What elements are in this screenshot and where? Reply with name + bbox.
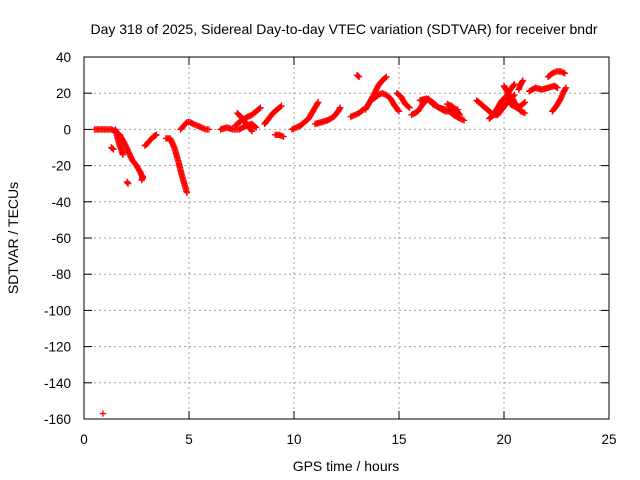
y-tick-label: -80 [51,267,71,282]
series-s23 [444,100,464,119]
data-point-marker [355,73,363,81]
data-point-marker [519,78,526,85]
y-tick-label: -40 [51,195,71,210]
y-tick-label: -100 [44,303,71,318]
data-point-marker [382,74,389,82]
data-point-marker [337,104,344,111]
series-s11 [234,109,256,135]
axis-ticks: -160 -140 -120 -100 -80 -60 -40 -20 0 20 40 0 5 10 15 2… [44,50,617,447]
series-s29 [526,82,561,95]
y-tick-label: -20 [51,159,71,174]
data-point-marker [561,70,569,77]
series-s14 [288,99,322,133]
data-point-marker [460,117,468,124]
y-tick-label: 20 [56,86,71,101]
data-point-marker [277,103,284,110]
x-tick-label: 15 [391,432,406,447]
series-s25 [486,80,518,122]
y-tick-label: 0 [63,122,71,137]
series-s15 [311,104,344,128]
data-point-marker [183,189,191,196]
data-point-marker [511,80,518,88]
data-point-marker [405,103,412,110]
x-tick-label: 25 [601,432,616,447]
series-s07 [162,135,191,196]
data-point-marker [562,84,570,91]
data-points [91,68,570,417]
data-point-marker [251,123,259,130]
data-point-marker [510,82,517,89]
data-point-marker [456,111,464,119]
series-s31 [549,84,570,115]
data-point-marker [383,73,390,81]
series-s13 [271,131,287,140]
data-point-marker [359,107,366,114]
series-s32 [99,410,107,417]
grid-lines [84,57,609,419]
data-point-marker [455,110,463,118]
chart-title: Day 318 of 2025, Sidereal Day-to-day VTE… [90,21,597,37]
data-point-marker [247,126,255,134]
series-s17 [353,71,363,81]
data-point-marker [253,124,260,131]
data-point-marker [336,105,343,113]
data-point-marker [406,104,413,111]
x-tick-label: 20 [496,432,511,447]
y-axis-title: SDTVAR / TECUs [5,182,21,294]
series-s27 [500,82,529,117]
data-point-marker [314,99,322,106]
y-tick-label: 40 [56,50,71,65]
data-point-marker [354,72,362,80]
data-point-marker [562,85,569,93]
x-tick-label: 0 [80,432,88,447]
data-point-marker [205,126,213,133]
data-point-marker [257,104,264,111]
data-point-marker [278,102,285,110]
data-point-marker [280,133,287,140]
data-point-marker [519,77,527,84]
data-point-marker [153,131,160,139]
data-point-marker [256,105,263,112]
series-s20 [393,90,413,111]
series-s19 [370,90,403,115]
data-point-marker [395,108,403,115]
data-point-marker [521,99,529,106]
data-point-marker [99,410,107,417]
y-tick-label: -60 [51,231,71,246]
data-point-marker [314,100,321,107]
data-point-marker [520,99,528,107]
data-point-marker [139,173,146,180]
data-point-marker [124,180,132,187]
data-point-marker [109,145,116,152]
x-tick-label: 10 [286,432,301,447]
series-s30 [544,68,569,81]
data-point-marker [119,151,127,158]
series-s12 [261,102,285,128]
series-s16 [347,106,367,120]
series-s06 [141,131,160,149]
data-point-marker [110,146,117,153]
series-s05 [138,173,146,184]
x-tick-label: 5 [185,432,193,447]
data-point-marker [521,109,529,117]
plot-frame [83,56,610,420]
data-point-marker [554,84,561,91]
series-s04 [123,178,132,187]
series-s02 [112,126,127,158]
data-point-marker [248,128,256,135]
y-tick-label: -160 [44,412,71,427]
series-s03 [108,144,117,153]
y-tick-label: -120 [44,340,71,355]
y-tick-label: -140 [44,376,71,391]
data-point-marker [394,107,402,114]
x-axis-title: GPS time / hours [293,458,400,474]
series-s28 [515,77,527,93]
series-s08 [177,118,213,133]
